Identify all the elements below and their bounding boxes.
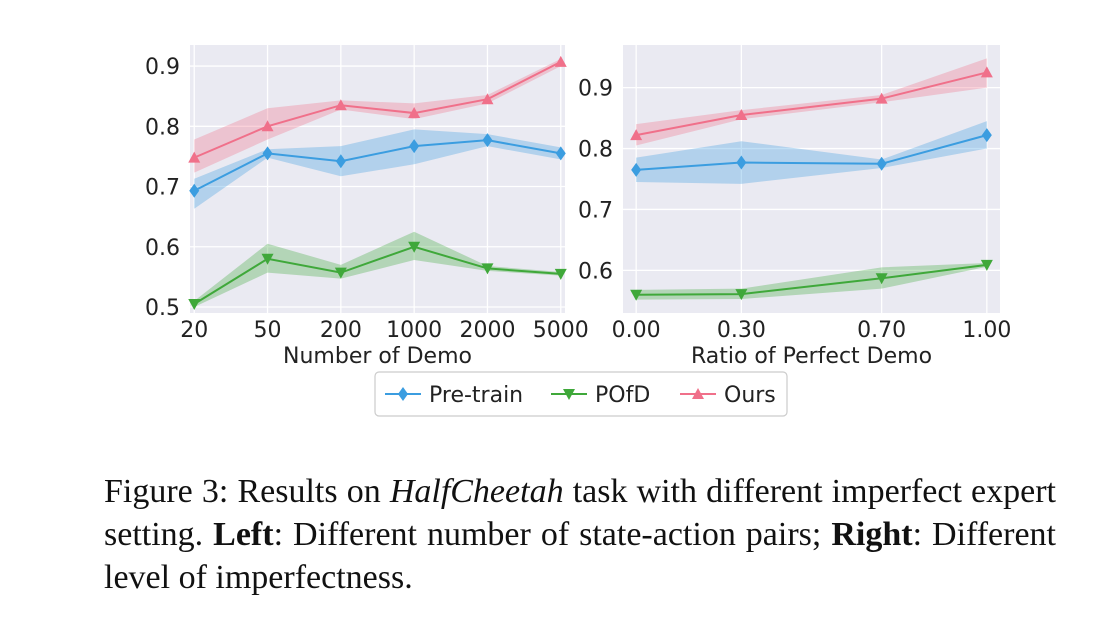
band-pofd bbox=[636, 263, 987, 300]
y-tick-label: 0.9 bbox=[145, 55, 180, 80]
x-tick-label: 200 bbox=[320, 318, 362, 343]
point-pre-train bbox=[736, 155, 747, 170]
band-pre-train bbox=[194, 129, 561, 209]
point-pofd bbox=[481, 263, 494, 275]
legend-item-ours: Ours bbox=[680, 383, 776, 408]
band-ours bbox=[194, 58, 561, 173]
y-tick-label: 0.7 bbox=[578, 198, 613, 223]
line-pre-train bbox=[193, 139, 561, 192]
caption-label: Figure 3: bbox=[104, 473, 229, 510]
caption-right-text: : Different level of imperfectness. bbox=[104, 516, 1056, 596]
caption-text-after-task: task with different imperfect expert set… bbox=[104, 473, 1056, 553]
point-pre-train bbox=[482, 133, 493, 148]
point-ours bbox=[630, 129, 643, 141]
point-pre-train bbox=[262, 146, 273, 161]
point-pofd bbox=[875, 273, 888, 285]
point-pofd bbox=[261, 253, 274, 265]
figure-caption: Figure 3: Results on HalfCheetah task wi… bbox=[104, 470, 1056, 599]
point-ours bbox=[481, 93, 494, 105]
legend-item-pre-train: Pre-train bbox=[385, 383, 523, 408]
point-pofd bbox=[408, 241, 421, 253]
point-pofd bbox=[630, 289, 643, 301]
x-tick-label: 20 bbox=[180, 318, 208, 343]
y-tick-label: 0.8 bbox=[578, 138, 613, 163]
point-pre-train bbox=[555, 146, 566, 161]
point-ours bbox=[735, 109, 748, 121]
point-pofd bbox=[735, 289, 748, 301]
point-pofd bbox=[554, 268, 567, 280]
point-ours bbox=[554, 55, 567, 67]
x-tick-label: 1000 bbox=[386, 318, 442, 343]
left-chart: 0.5 0.6 0.7 0.8 0.9 20 50 200 1000 2000 5000 Number… bbox=[145, 45, 589, 369]
caption-task: HalfCheetah bbox=[389, 473, 564, 510]
point-pofd bbox=[334, 267, 347, 279]
y-tick-label: 0.9 bbox=[578, 77, 613, 102]
point-pofd bbox=[980, 259, 993, 271]
point-ours bbox=[875, 92, 888, 104]
x-tick-label: 1.00 bbox=[962, 318, 1011, 343]
legend: Pre-train POfD Ours bbox=[374, 371, 788, 417]
line-ours bbox=[635, 71, 988, 137]
y-tick-label: 0.6 bbox=[578, 259, 613, 284]
point-pre-train bbox=[409, 139, 420, 154]
point-ours bbox=[408, 107, 421, 119]
point-pre-train bbox=[631, 162, 642, 177]
point-pofd bbox=[188, 298, 201, 310]
point-ours bbox=[334, 99, 347, 111]
x-tick-label: 50 bbox=[254, 318, 282, 343]
legend-label: Pre-train bbox=[429, 383, 523, 408]
point-pre-train bbox=[335, 154, 346, 169]
point-pre-train bbox=[876, 156, 887, 171]
line-pofd bbox=[636, 263, 987, 296]
legend-marker bbox=[563, 389, 575, 400]
point-ours bbox=[261, 120, 274, 132]
line-pofd bbox=[193, 245, 561, 305]
right-chart: 0.6 0.7 0.8 0.9 0.00 0.30 0.70 1.00 Ratio of Per… bbox=[578, 45, 1011, 369]
x-tick-label: 0.00 bbox=[612, 318, 661, 343]
caption-left-text: : Different number of state-action pairs… bbox=[273, 516, 832, 553]
y-tick-label: 0.6 bbox=[145, 236, 180, 261]
caption-text-before: Results on bbox=[228, 473, 390, 510]
legend-label: POfD bbox=[595, 383, 650, 408]
x-axis-label: Ratio of Perfect Demo bbox=[691, 344, 932, 369]
legend-item-pofd: POfD bbox=[551, 383, 650, 408]
line-ours bbox=[193, 60, 562, 159]
legend-label: Ours bbox=[724, 383, 776, 408]
x-tick-label: 0.70 bbox=[857, 318, 906, 343]
y-tick-label: 0.8 bbox=[145, 115, 180, 140]
x-tick-label: 2000 bbox=[459, 318, 515, 343]
legend-marker bbox=[692, 388, 704, 399]
y-tick-label: 0.7 bbox=[145, 176, 180, 201]
x-axis-label: Number of Demo bbox=[283, 344, 472, 369]
point-ours bbox=[188, 151, 201, 163]
legend-marker bbox=[398, 387, 408, 401]
plot-area bbox=[623, 45, 1000, 313]
point-pre-train bbox=[981, 128, 992, 143]
line-pre-train bbox=[636, 134, 988, 171]
caption-left-label: Left bbox=[213, 516, 274, 553]
x-tick-label: 5000 bbox=[533, 318, 589, 343]
y-tick-label: 0.5 bbox=[145, 296, 180, 321]
point-ours bbox=[980, 66, 993, 78]
point-pre-train bbox=[189, 183, 200, 198]
x-tick-label: 0.30 bbox=[717, 318, 766, 343]
band-pofd bbox=[194, 231, 561, 307]
band-pre-train bbox=[636, 121, 987, 184]
caption-right-label: Right bbox=[831, 516, 913, 553]
